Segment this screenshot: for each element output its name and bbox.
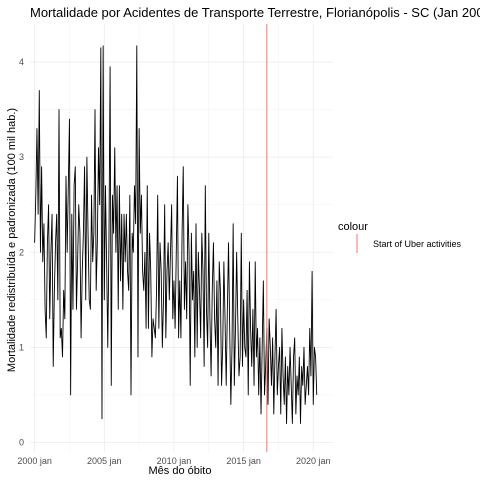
y-tick-label: 1 <box>19 342 24 352</box>
y-tick-label: 3 <box>19 152 24 162</box>
chart-title: Mortalidade por Acidentes de Transporte … <box>30 5 480 20</box>
y-tick-label: 0 <box>19 437 24 447</box>
legend-title: colour <box>338 221 368 233</box>
x-axis-title: Mês do óbito <box>149 465 212 477</box>
y-axis-title: Mortalidade redistribuída e padronizada … <box>6 108 18 372</box>
x-tick-label: 2020 jan <box>296 456 331 466</box>
x-tick-label: 2005 jan <box>87 456 122 466</box>
x-tick-label: 2015 jan <box>226 456 261 466</box>
legend: colour Start of Uber activities <box>338 221 462 253</box>
x-tick-label: 2000 jan <box>17 456 52 466</box>
x-tick-label: 2010 jan <box>157 456 192 466</box>
y-tick-label: 4 <box>19 57 24 67</box>
tick-layer: 0 1 2 3 4 2000 jan 2005 jan 2010 jan 2015 jan 202… <box>17 57 330 466</box>
y-tick-label: 2 <box>19 247 24 257</box>
series-layer <box>34 45 318 424</box>
legend-label-uber: Start of Uber activities <box>373 239 462 249</box>
series-line-0 <box>34 45 318 424</box>
